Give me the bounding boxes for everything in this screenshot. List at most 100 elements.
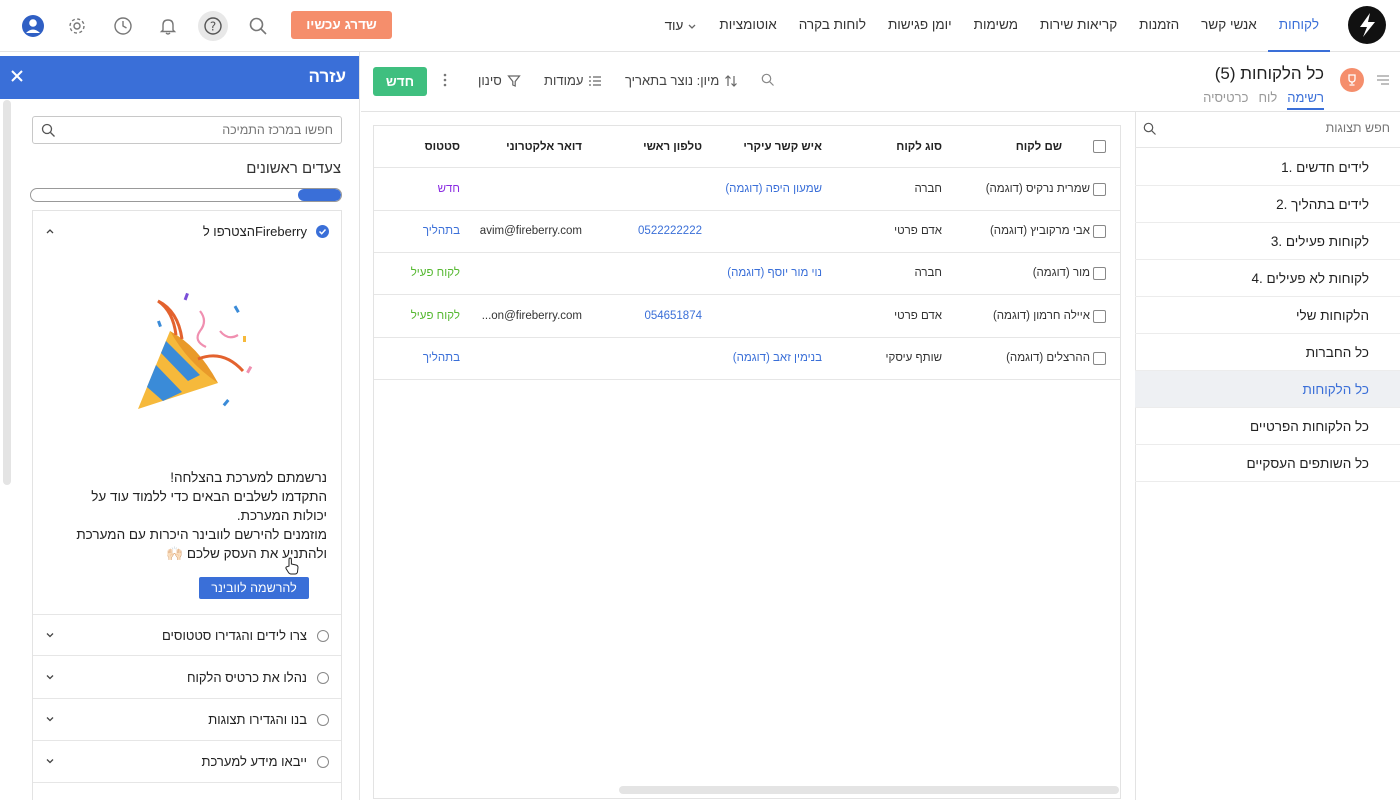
table-row[interactable]: איילה חרמון (דוגמה) אדם פרטי 054651874 .… <box>374 296 1120 338</box>
columns-button[interactable]: עמודות <box>544 73 602 88</box>
close-icon[interactable] <box>10 69 24 83</box>
tab-board[interactable]: לוח <box>1258 90 1278 105</box>
view-item-all-business-partners[interactable]: כל השותפים העסקיים <box>1135 445 1400 482</box>
help-scrollbar[interactable] <box>3 100 11 485</box>
nav-item-automations[interactable]: אוטומציות <box>719 17 777 32</box>
table-row[interactable]: אבי מרקוביץ (דוגמה) אדם פרטי 0522222222 … <box>374 211 1120 253</box>
step-label: בנו והגדירו תצוגות <box>208 712 307 727</box>
views-search-input[interactable] <box>1170 121 1390 135</box>
help-search-box <box>32 116 342 144</box>
view-item-label: 4. לקוחות לא פעילים <box>1251 271 1370 286</box>
chevron-down-icon[interactable] <box>45 672 55 682</box>
select-all-checkbox[interactable] <box>1093 140 1106 153</box>
toolbar-search-icon[interactable] <box>761 73 775 87</box>
view-item-all-private-customers[interactable]: כל הלקוחות הפרטיים <box>1135 408 1400 445</box>
cell-contact[interactable]: שמעון היפה (דוגמה) <box>725 183 822 195</box>
progress-fill <box>297 189 341 201</box>
help-header: עזרה <box>0 56 359 99</box>
view-item-my-customers[interactable]: הלקוחות שלי <box>1135 297 1400 334</box>
view-item-all-customers[interactable]: כל הלקוחות <box>1135 371 1400 408</box>
customers-table: שם לקוח סוג לקוח איש קשר עיקרי טלפון ראש… <box>373 125 1121 799</box>
cell-contact[interactable]: בנימין זאב (דוגמה) <box>732 352 822 364</box>
nav-more-label: עוד <box>664 18 684 33</box>
tab-list[interactable]: רשימה <box>1287 90 1324 110</box>
nav-item-meetings[interactable]: יומן פגישות <box>887 17 952 32</box>
top-navigation-bar: לקוחות אנשי קשר הזמנות קריאות שירות משימ… <box>0 0 1400 52</box>
cell-name[interactable]: שמרית נרקיס (דוגמה) <box>985 183 1090 195</box>
help-search-input[interactable] <box>73 121 333 139</box>
view-item-active-customers[interactable]: 3. לקוחות פעילים <box>1135 223 1400 260</box>
row-checkbox[interactable] <box>1093 352 1106 365</box>
cell-name[interactable]: ההרצלים (דוגמה) <box>1006 352 1090 364</box>
clock-icon[interactable] <box>108 11 138 41</box>
table-row[interactable]: ההרצלים (דוגמה) שותף עיסקי בנימין זאב (ד… <box>374 338 1120 380</box>
chevron-down-icon[interactable] <box>45 714 55 724</box>
cell-email[interactable]: ...on@fireberry.com <box>481 310 582 322</box>
help-icon[interactable]: ? <box>198 11 228 41</box>
table-horizontal-scrollbar[interactable] <box>619 786 1119 794</box>
row-checkbox[interactable] <box>1093 267 1106 280</box>
nav-item-more[interactable]: עוד <box>654 0 709 52</box>
step-label: ייבאו מידע למערכת <box>201 754 307 769</box>
cell-status: לקוח פעיל <box>410 267 460 279</box>
cell-email[interactable]: avim@fireberry.com <box>479 225 582 237</box>
nav-item-dashboards[interactable]: לוחות בקרה <box>798 17 866 32</box>
tab-cards[interactable]: כרטיסיה <box>1203 90 1249 105</box>
trophy-icon[interactable] <box>1340 68 1364 92</box>
view-item-leads-in-progress[interactable]: 2. לידים בתהליך <box>1135 186 1400 223</box>
header-status[interactable]: סטטוס <box>424 141 460 153</box>
nav-item-customers[interactable]: לקוחות <box>1267 0 1330 52</box>
fireberry-logo[interactable] <box>1348 6 1386 44</box>
more-vertical-icon[interactable] <box>443 73 447 87</box>
user-avatar-icon[interactable] <box>18 11 48 41</box>
step-label: הצטרפו לFireberry <box>202 224 307 239</box>
cell-name[interactable]: אבי מרקוביץ (דוגמה) <box>989 225 1090 237</box>
chevron-down-icon[interactable] <box>45 630 55 640</box>
cell-phone[interactable]: 0522222222 <box>638 225 702 237</box>
cell-contact[interactable]: נוי מור יוסף (דוגמה) <box>727 267 822 279</box>
step-import-data[interactable]: ייבאו מידע למערכת <box>33 741 341 783</box>
view-item-label: הלקוחות שלי <box>1295 308 1369 323</box>
chevron-down-icon <box>687 21 697 31</box>
cell-name[interactable]: איילה חרמון (דוגמה) <box>992 310 1090 322</box>
step-build-views[interactable]: בנו והגדירו תצוגות <box>33 699 341 741</box>
nav-item-contacts[interactable]: אנשי קשר <box>1201 17 1257 32</box>
header-name[interactable]: שם לקוח <box>1015 141 1062 153</box>
table-row[interactable]: שמרית נרקיס (דוגמה) חברה שמעון היפה (דוג… <box>374 169 1120 211</box>
view-item-new-leads[interactable]: 1. לידים חדשים <box>1135 149 1400 186</box>
cell-phone[interactable]: 054651874 <box>644 310 702 322</box>
new-record-button[interactable]: חדש <box>373 67 427 96</box>
table-row[interactable]: מור (דוגמה) חברה נוי מור יוסף (דוגמה) לק… <box>374 253 1120 295</box>
step-manage-customer-card[interactable]: נהלו את כרטיס הלקוח <box>33 657 341 699</box>
header-email[interactable]: דואר אלקטרוני <box>506 141 582 153</box>
cell-type: שותף עיסקי <box>885 352 942 364</box>
view-item-inactive-customers[interactable]: 4. לקוחות לא פעילים <box>1135 260 1400 297</box>
chevron-down-icon[interactable] <box>45 756 55 766</box>
view-item-label: כל הלקוחות <box>1302 382 1370 397</box>
filter-funnel-icon <box>506 74 521 88</box>
nav-item-service-calls[interactable]: קריאות שירות <box>1040 17 1118 32</box>
chevron-up-icon[interactable] <box>45 226 55 236</box>
row-checkbox[interactable] <box>1093 310 1106 323</box>
search-icon[interactable] <box>243 11 273 41</box>
filter-button[interactable]: סינון <box>478 73 521 88</box>
nav-item-tasks[interactable]: משימות <box>973 17 1018 32</box>
view-item-all-companies[interactable]: כל החברות <box>1135 334 1400 371</box>
webinar-register-button[interactable]: להרשמה לוובינר <box>199 577 309 599</box>
row-checkbox[interactable] <box>1093 183 1106 196</box>
sort-button[interactable]: מיון: נוצר בתאריך <box>625 73 738 88</box>
bell-icon[interactable] <box>153 11 183 41</box>
step-create-leads[interactable]: צרו לידים והגדירו סטטוסים <box>33 614 341 656</box>
header-type[interactable]: סוג לקוח <box>896 141 942 153</box>
header-contact[interactable]: איש קשר עיקרי <box>743 141 822 153</box>
menu-lines-icon[interactable] <box>1376 74 1390 86</box>
step-label: צרו לידים והגדירו סטטוסים <box>162 628 307 643</box>
upgrade-button[interactable]: שדרג עכשיו <box>291 11 392 39</box>
party-popper-illustration <box>128 291 263 421</box>
cell-name[interactable]: מור (דוגמה) <box>1032 267 1090 279</box>
row-checkbox[interactable] <box>1093 225 1106 238</box>
gear-icon[interactable] <box>62 11 92 41</box>
header-phone[interactable]: טלפון ראשי <box>643 141 702 153</box>
step-join-fireberry[interactable]: הצטרפו לFireberry <box>33 211 341 253</box>
nav-item-orders[interactable]: הזמנות <box>1139 17 1180 32</box>
